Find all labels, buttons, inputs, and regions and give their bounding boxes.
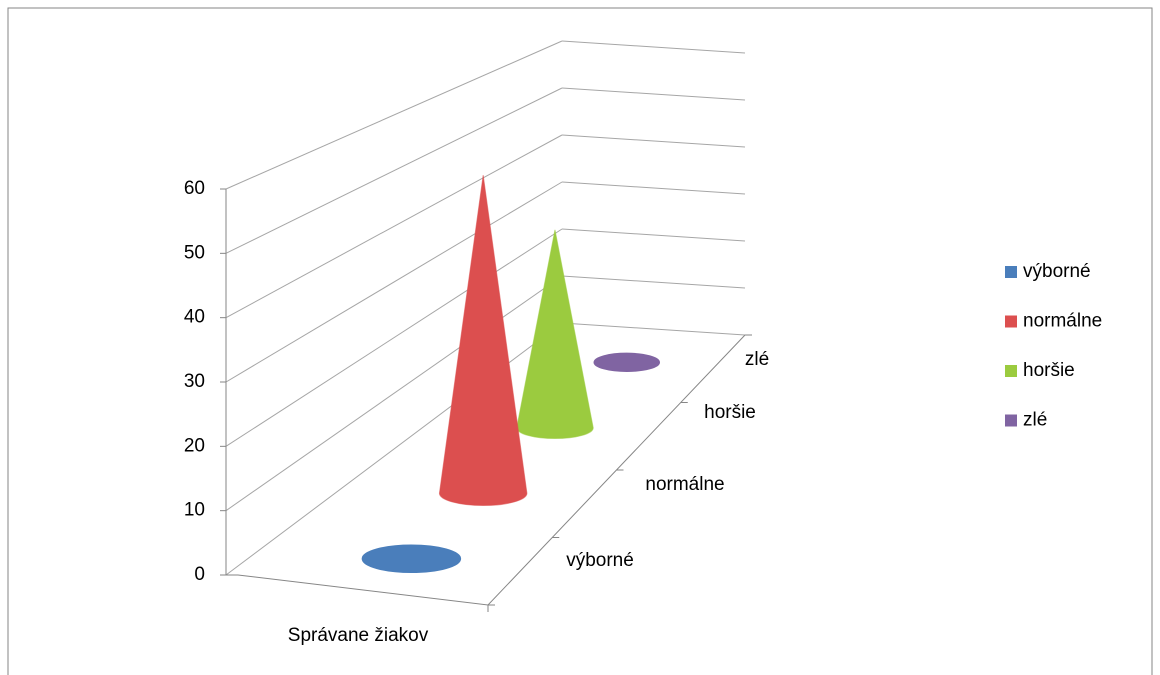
cone xyxy=(593,352,661,373)
grid-line xyxy=(225,228,563,447)
legend-label: výborné xyxy=(1023,261,1091,282)
cone xyxy=(438,175,528,507)
grid-line xyxy=(225,40,563,190)
grid-line xyxy=(561,40,746,54)
y-tick-label: 0 xyxy=(194,564,205,585)
legend-swatch xyxy=(1005,365,1017,377)
grid-line xyxy=(225,275,563,512)
grid-line xyxy=(561,322,746,336)
grid-line xyxy=(225,134,563,319)
depth-label: zlé xyxy=(745,349,769,370)
grid-line xyxy=(561,275,746,289)
grid-line xyxy=(225,181,563,383)
depth-label: normálne xyxy=(645,474,724,495)
y-tick-label: 50 xyxy=(184,242,205,263)
legend-swatch xyxy=(1005,414,1017,427)
chart-border xyxy=(7,7,1153,675)
y-tick-label: 40 xyxy=(184,307,205,328)
grid-line xyxy=(561,87,746,101)
grid-line xyxy=(561,134,746,148)
grid-line xyxy=(561,228,746,242)
legend-label: horšie xyxy=(1023,360,1075,381)
cone xyxy=(516,229,594,440)
legend-label: normálne xyxy=(1023,311,1102,332)
y-tick-label: 60 xyxy=(184,178,205,199)
depth-label: výborné xyxy=(566,550,634,571)
legend-swatch xyxy=(1005,266,1017,278)
legend-swatch xyxy=(1005,315,1017,328)
x-tick-label: Správane žiakov xyxy=(288,625,429,646)
y-tick-label: 10 xyxy=(184,500,205,521)
grid-line xyxy=(561,181,746,195)
depth-label: horšie xyxy=(704,402,756,423)
y-tick-label: 20 xyxy=(184,435,205,456)
grid-line xyxy=(225,87,563,254)
legend-label: zlé xyxy=(1023,410,1047,431)
y-tick-label: 30 xyxy=(184,371,205,392)
cone xyxy=(361,544,462,574)
